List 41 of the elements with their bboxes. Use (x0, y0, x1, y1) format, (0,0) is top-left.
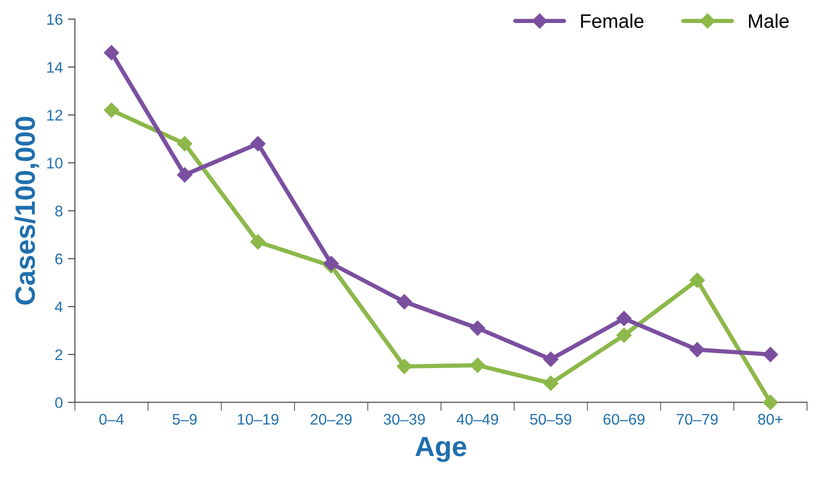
point (250, 234, 266, 250)
x-tick-label: 10–19 (238, 414, 278, 425)
point (177, 167, 192, 182)
y-tick-label: 8 (55, 206, 62, 216)
legend-label: Male (748, 14, 789, 28)
point (762, 346, 778, 362)
point (470, 358, 486, 373)
point (104, 45, 120, 60)
point (543, 352, 558, 367)
x-tick-label: 20–29 (310, 414, 352, 425)
x-tick-label: 70–79 (676, 414, 718, 425)
x-tick-label: 0–4 (99, 414, 124, 425)
point (690, 272, 705, 288)
x-tick-label: 5–9 (172, 414, 197, 425)
x-tick-label: 80+ (758, 414, 783, 425)
x-axis-title: Age (415, 436, 466, 462)
point (104, 102, 120, 118)
y-tick-label: 6 (55, 254, 62, 264)
point (470, 320, 486, 336)
y-tick-label: 4 (54, 302, 63, 312)
point (543, 376, 558, 391)
x-tick-label: 50–59 (530, 414, 572, 425)
point (396, 294, 412, 310)
y-tick-label: 12 (47, 110, 62, 120)
point (690, 342, 705, 358)
legend-label: Female (581, 14, 644, 28)
point (396, 358, 412, 374)
x-tick-label: 60–69 (604, 414, 645, 425)
x-tick-label: 40–49 (456, 414, 498, 425)
point (250, 136, 266, 152)
point (177, 136, 192, 152)
y-tick-label: 14 (47, 62, 63, 73)
y-axis-title: Cases/100,000 (14, 116, 40, 305)
x-tick-label: 30–39 (384, 414, 425, 425)
point (616, 328, 632, 343)
y-tick-label: 2 (55, 349, 62, 360)
point (616, 310, 632, 326)
point (762, 394, 778, 410)
y-tick-label: 16 (47, 14, 62, 25)
y-tick-label: 10 (47, 158, 62, 169)
y-tick-label: 0 (55, 397, 62, 408)
